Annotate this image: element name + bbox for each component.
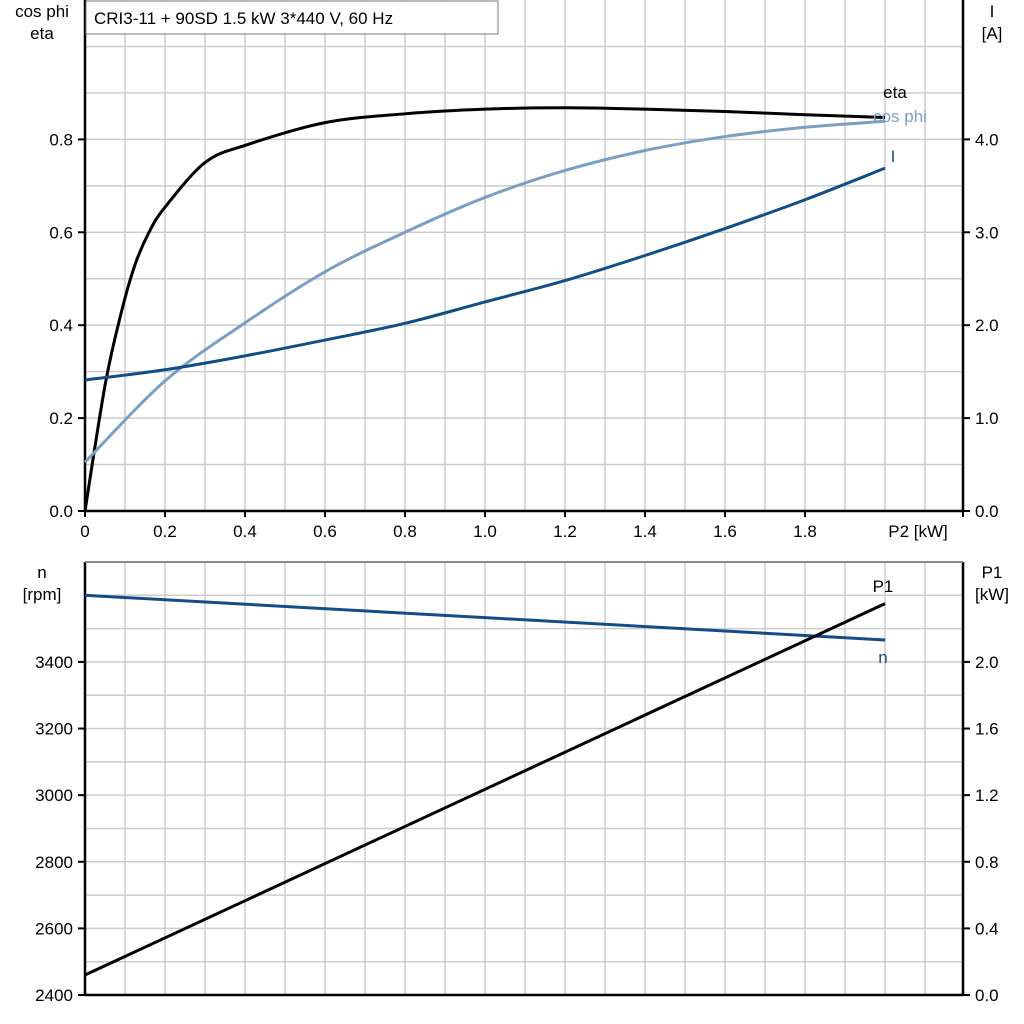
- y-tick-label-left: 2600: [35, 919, 73, 938]
- y-axis-label-left: [rpm]: [23, 585, 62, 604]
- y-tick-label-right: 2.0: [975, 316, 999, 335]
- y-tick-label-right: 3.0: [975, 223, 999, 242]
- y-tick-label-right: 0.8: [975, 853, 999, 872]
- title-box: [85, 0, 499, 35]
- series-cos-phi-label: cos phi: [873, 107, 927, 126]
- y-tick-label-left: 0.6: [49, 223, 73, 242]
- y-axis-label-right: P1: [982, 563, 1003, 582]
- y-tick-label-left: 3000: [35, 786, 73, 805]
- x-tick-label: 1.4: [633, 522, 657, 541]
- y-tick-label-right: 2.0: [975, 653, 999, 672]
- y-tick-label-left: 3200: [35, 720, 73, 739]
- series-p1-label: P1: [873, 577, 894, 596]
- y-tick-label-right: 0.0: [975, 986, 999, 1005]
- series-eta-label: eta: [883, 83, 907, 102]
- series-n-line: [84, 593, 886, 642]
- y-tick-label-left: 0.2: [49, 409, 73, 428]
- y-tick-label-right: 1.2: [975, 786, 999, 805]
- series-cos-phi-line: [83, 119, 886, 464]
- x-tick-label: 1.8: [793, 522, 817, 541]
- x-axis-label: P2 [kW]: [888, 522, 948, 541]
- series-p1-line: [84, 602, 886, 977]
- x-tick-label: 0: [80, 522, 89, 541]
- y-tick-label-right: 1.6: [975, 720, 999, 739]
- x-tick-label: 0.2: [153, 522, 177, 541]
- x-tick-label: 1.0: [473, 522, 497, 541]
- y-axis-label-right: I: [990, 2, 995, 21]
- y-tick-label-left: 0.0: [49, 502, 73, 521]
- y-tick-label-left: 3400: [35, 653, 73, 672]
- y-tick-label-right: 4.0: [975, 130, 999, 149]
- y-axis-label-right: [A]: [982, 24, 1003, 43]
- y-tick-label-right: 0.4: [975, 919, 999, 938]
- y-axis-label-right: [kW]: [975, 585, 1009, 604]
- x-tick-label: 0.6: [313, 522, 337, 541]
- series-eta-line: [83, 106, 886, 512]
- x-tick-label: 1.2: [553, 522, 577, 541]
- chart-title: CRI3-11 + 90SD 1.5 kW 3*440 V, 60 Hz: [94, 9, 393, 28]
- y-axis-label-left: n: [37, 563, 46, 582]
- y-axis-label-left: eta: [30, 24, 54, 43]
- x-tick-label: 0.8: [393, 522, 417, 541]
- x-tick-label: 0.4: [233, 522, 257, 541]
- series-i-line: [84, 166, 886, 382]
- y-tick-label-left: 0.8: [49, 130, 73, 149]
- y-tick-label-right: 0.0: [975, 502, 999, 521]
- series-i-label: I: [891, 147, 896, 166]
- y-tick-label-right: 1.0: [975, 409, 999, 428]
- y-tick-label-left: 2800: [35, 853, 73, 872]
- x-tick-label: 1.6: [713, 522, 737, 541]
- y-tick-label-left: 2400: [35, 986, 73, 1005]
- y-axis-label-left: cos phi: [15, 2, 69, 21]
- y-tick-label-left: 0.4: [49, 316, 73, 335]
- series-n-label: n: [878, 648, 887, 667]
